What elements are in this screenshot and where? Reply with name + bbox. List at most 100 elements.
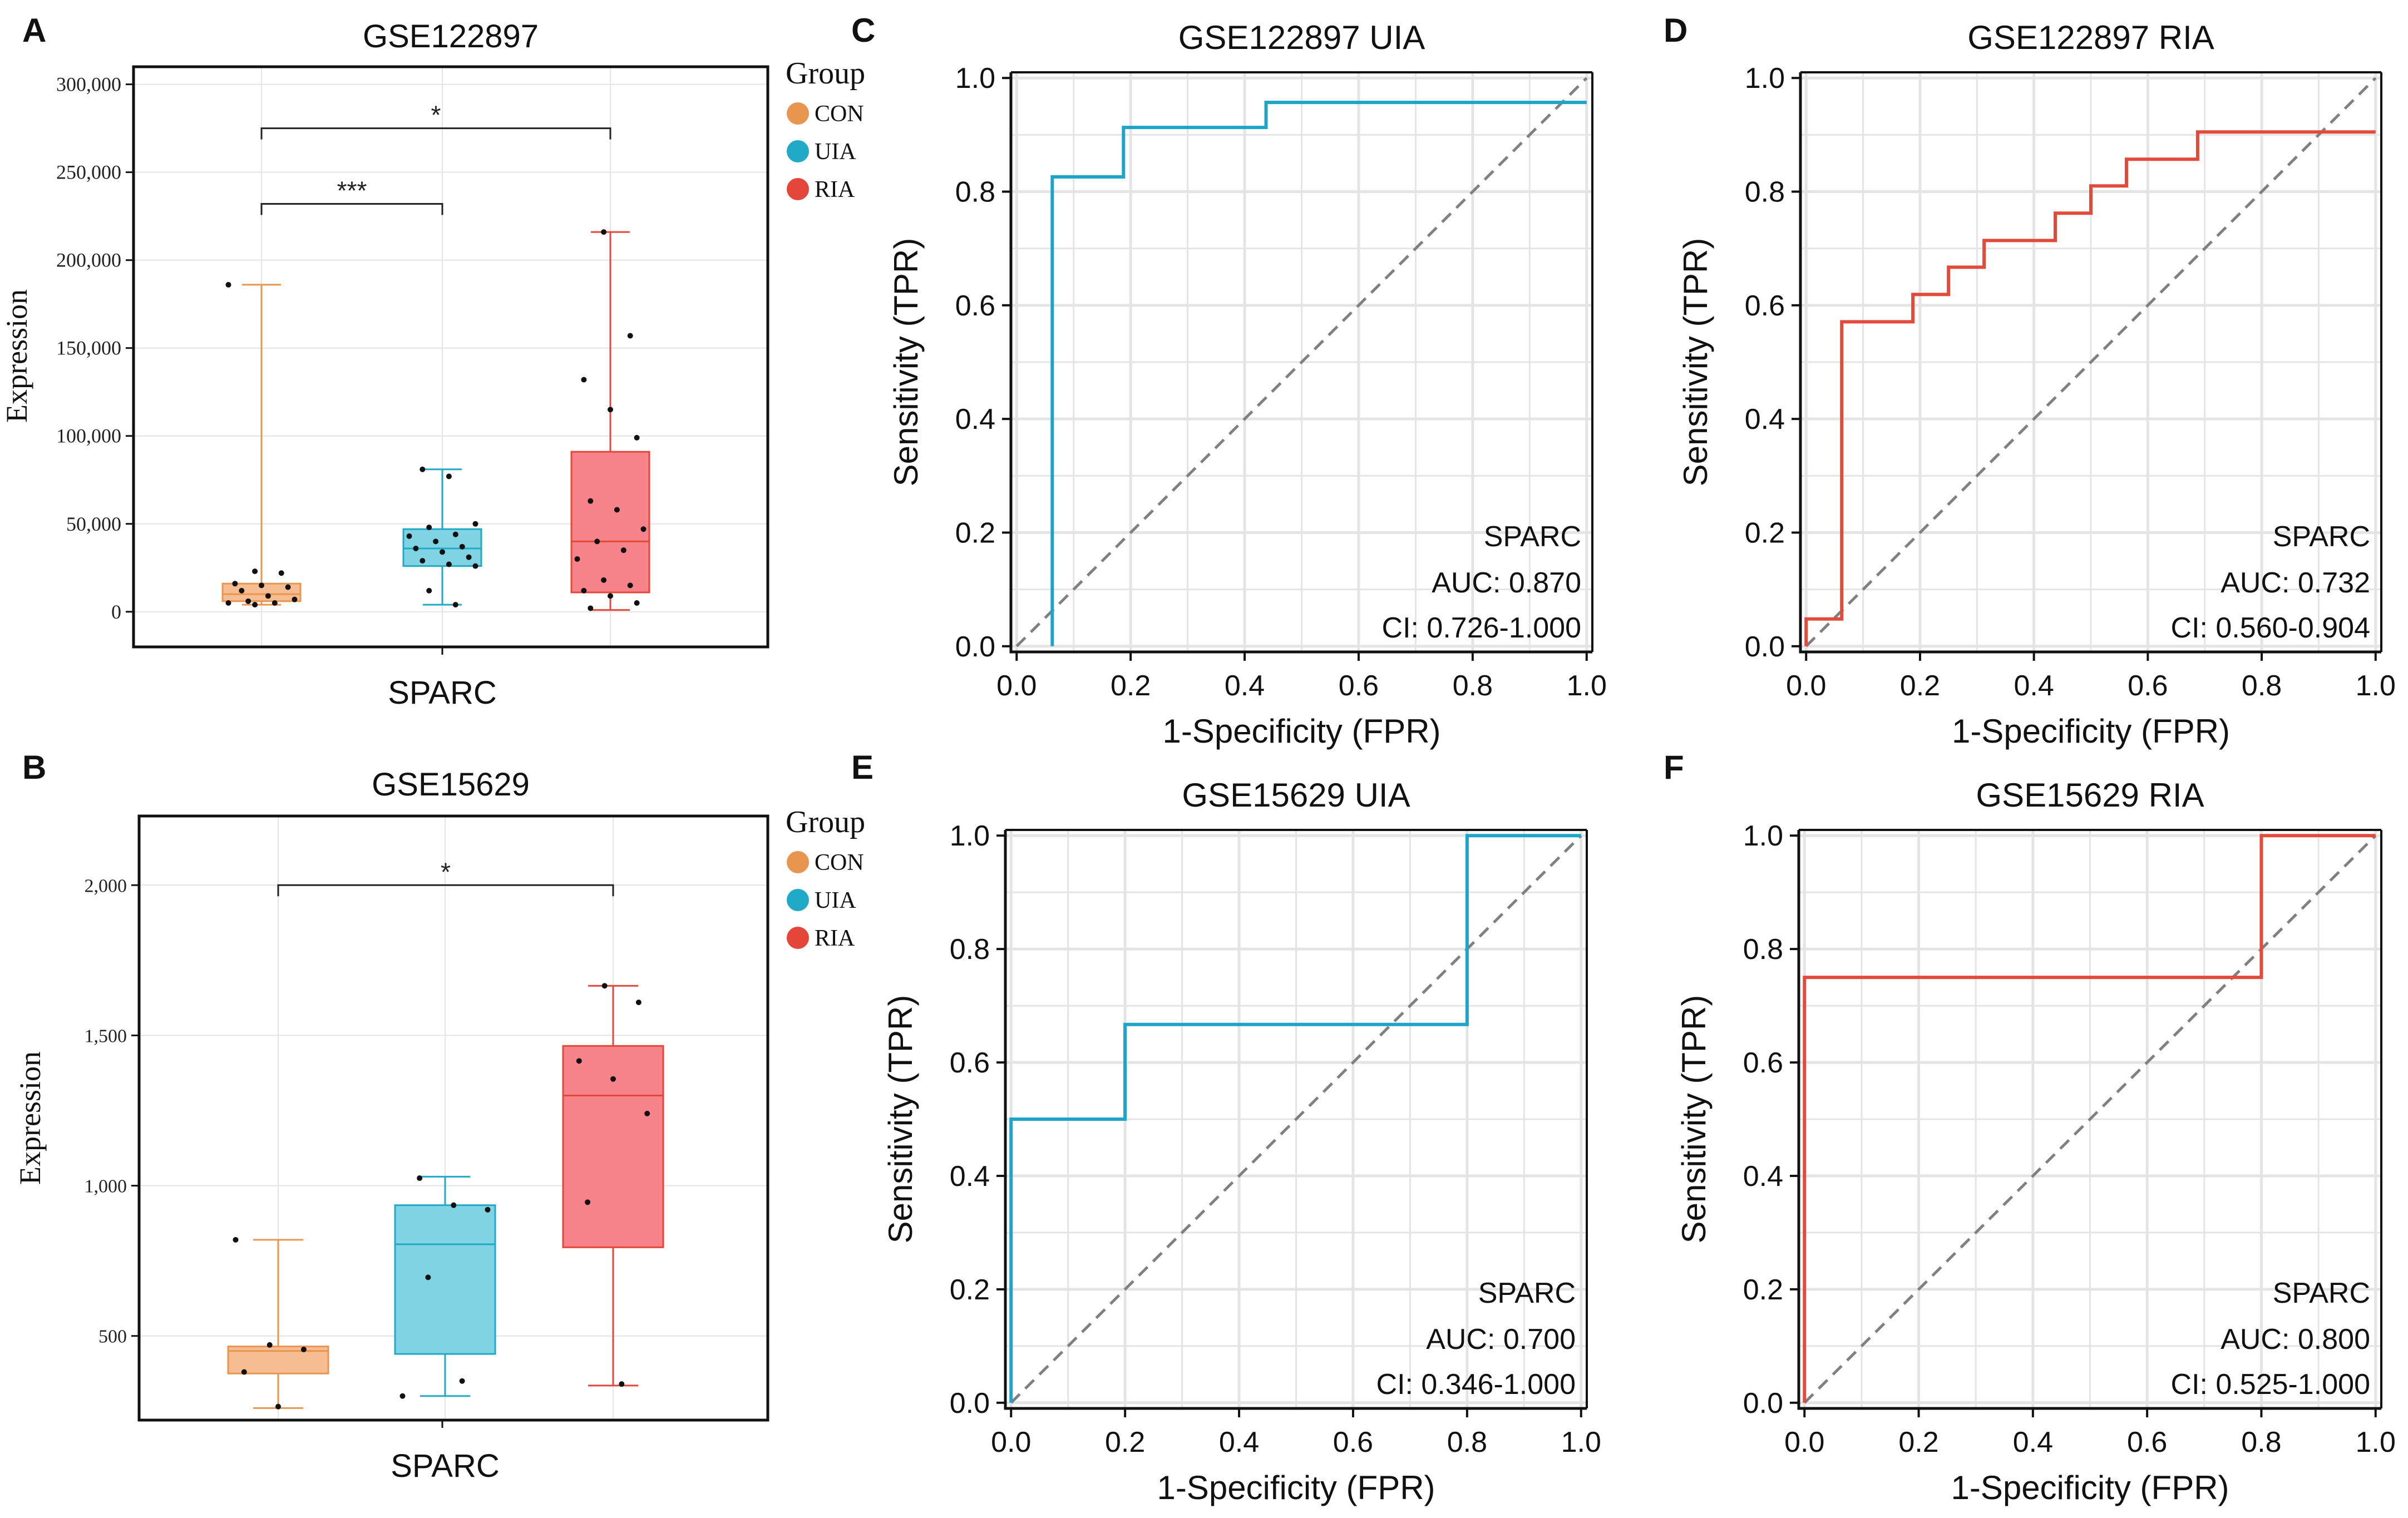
data-point: [245, 598, 251, 604]
significance-bracket: *: [260, 101, 611, 140]
x-tick-label: 0.2: [1898, 1426, 1938, 1458]
y-axis-label: Expression: [13, 1051, 47, 1185]
roc-panel-C: 0.00.0 0.2 0.2 0.4 0.4 0.6 0.6 0.8 0.8 1.0 1.0 GSE1…: [851, 12, 1607, 750]
data-point: [232, 581, 238, 587]
y-tick-label: 0.2: [1743, 1274, 1783, 1306]
panel-letter: F: [1664, 749, 1684, 786]
data-point: [620, 547, 626, 553]
y-tick-label: 0.6: [955, 290, 995, 322]
data-point: [452, 531, 458, 537]
data-point: [413, 546, 419, 552]
y-tick-label: 1.0: [1745, 62, 1785, 95]
data-point: [259, 582, 264, 589]
y-tick-label: 300,000: [56, 73, 121, 96]
legend-swatch-ria: [787, 927, 809, 949]
axis-lines: [1009, 72, 1592, 654]
data-point: [241, 1369, 247, 1375]
panel-letter: E: [851, 749, 874, 786]
data-point: [627, 333, 633, 339]
bracket-line: [260, 203, 443, 215]
annotation-auc: AUC: 0.870: [1432, 567, 1581, 599]
roc-curve-sparc: [1803, 834, 2376, 1403]
x-tick-label: 0.6: [2128, 670, 2168, 702]
legend: Group CON UIA RIA: [786, 56, 865, 202]
data-point: [252, 602, 258, 608]
y-tick-label: 0.0: [955, 631, 995, 663]
annotation-marker: SPARC: [2273, 1277, 2370, 1309]
roc-curve-sparc: [1804, 130, 2376, 646]
data-point: [420, 558, 426, 564]
y-tick-label: 500: [98, 1327, 127, 1347]
data-point: [446, 473, 452, 479]
y-tick-label: 0.4: [1745, 403, 1785, 436]
data-point: [267, 1342, 273, 1348]
auc-annotation: SPARC AUC: 0.800 CI: 0.525-1.000: [2171, 1277, 2370, 1401]
x-tick-label: 0.0: [991, 1426, 1031, 1458]
data-point: [252, 568, 258, 575]
y-axis-label: Sensitivity (TPR): [887, 238, 925, 487]
annotation-marker: SPARC: [2273, 521, 2370, 553]
data-point: [239, 587, 245, 594]
box-ria: [570, 229, 650, 611]
y-tick-label: 100,000: [56, 425, 121, 447]
y-tick-label: 0.2: [955, 517, 995, 549]
data-point: [426, 587, 432, 594]
legend-title: Group: [786, 805, 865, 839]
data-point: [399, 1393, 406, 1399]
box-ria: [562, 983, 664, 1387]
x-tick-label: 0.0: [1786, 670, 1826, 702]
reference-diagonal: [1803, 834, 2377, 1404]
x-tick-label: 1.0: [2356, 1426, 2396, 1458]
box-iqr: [562, 1045, 664, 1248]
y-tick-label: 0.8: [1743, 933, 1783, 966]
legend-swatch-con: [787, 851, 809, 873]
data-point: [275, 1403, 281, 1410]
boxplot-panel-A: ****050,000100,000150,000200,000250,0003…: [0, 12, 865, 711]
data-point: [420, 466, 426, 472]
data-point: [601, 229, 607, 235]
data-point: [425, 1274, 431, 1280]
data-point: [588, 498, 594, 504]
data-point: [610, 1076, 616, 1082]
data-point: [601, 577, 607, 583]
y-tick-label: 0.4: [1743, 1160, 1783, 1193]
annotation-auc: AUC: 0.800: [2221, 1323, 2370, 1356]
data-point: [581, 377, 587, 383]
data-point: [608, 407, 613, 413]
data-point: [644, 1110, 650, 1116]
panel-letter: B: [22, 749, 46, 786]
box-uia: [394, 1175, 496, 1399]
x-tick-label: 0.8: [2241, 1426, 2281, 1458]
box-uia: [402, 466, 482, 608]
x-tick-label: 0.2: [1111, 670, 1151, 702]
y-tick-label: 1.0: [955, 62, 995, 95]
data-point: [634, 600, 640, 606]
x-tick-label: 0.6: [1339, 670, 1379, 702]
box-iqr: [570, 451, 650, 594]
chart-title: GSE15629: [372, 767, 530, 803]
x-axis-label: 1-Specificity (FPR): [1157, 1469, 1435, 1506]
annotation-marker: SPARC: [1478, 1277, 1576, 1309]
x-axis-label: 1-Specificity (FPR): [1951, 1469, 2229, 1506]
data-point: [585, 1199, 591, 1205]
data-point: [406, 533, 412, 539]
auc-annotation: SPARC AUC: 0.732 CI: 0.560-0.904: [2171, 521, 2370, 644]
axis-lines: [1004, 830, 1587, 1410]
data-point: [588, 605, 594, 611]
x-tick-label: 0.6: [2127, 1426, 2167, 1458]
annotation-ci: CI: 0.525-1.000: [2171, 1368, 2370, 1401]
annotation-auc: AUC: 0.700: [1426, 1323, 1576, 1356]
x-tick-label: 0.0: [1784, 1426, 1824, 1458]
data-point: [459, 1378, 465, 1384]
axis-lines: [1799, 72, 2381, 654]
y-tick-label: 200,000: [56, 249, 121, 271]
legend-swatch-ria: [787, 178, 809, 200]
data-point: [472, 521, 478, 527]
box-con: [221, 281, 302, 608]
roc-panel-F: 0.00.0 0.2 0.2 0.4 0.4 0.6 0.6 0.8 0.8 1.0 1.0 GSE1…: [1664, 749, 2396, 1506]
reference-diagonal: [1010, 834, 1582, 1404]
legend-label-con: CON: [815, 101, 864, 127]
y-tick-label: 0.2: [1745, 517, 1785, 549]
x-tick-label: 0.6: [1333, 1426, 1373, 1458]
